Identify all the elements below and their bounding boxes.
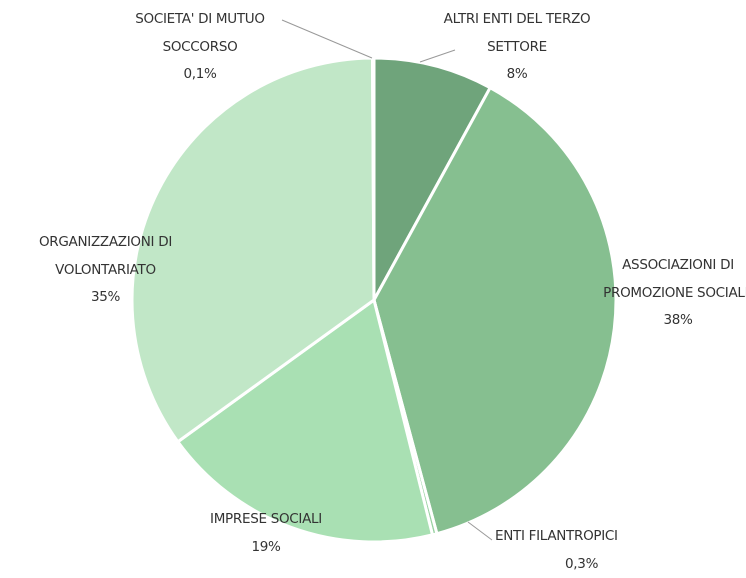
pie-slice <box>372 58 374 300</box>
category-label: SOCIETA' DI MUTUO SOCCORSO <box>110 6 290 61</box>
category-label: ORGANIZZAZIONI DI VOLONTARIATO <box>8 229 203 284</box>
value-label: 8% <box>507 61 528 89</box>
category-label: IMPRESE SOCIALI <box>210 506 322 534</box>
category-label: ALTRI ENTI DEL TERZO SETTORE <box>437 6 597 61</box>
leader-line <box>282 20 372 58</box>
value-label: 35% <box>91 284 120 312</box>
pie <box>132 58 616 542</box>
value-label: 0,1% <box>183 61 216 89</box>
value-label: 38% <box>663 307 692 335</box>
category-label: ENTI FILANTROPICI <box>495 523 618 551</box>
value-label: 19% <box>251 534 280 562</box>
leader-line <box>468 522 492 540</box>
category-label: ASSOCIAZIONI DI PROMOZIONE SOCIALE <box>603 252 746 307</box>
